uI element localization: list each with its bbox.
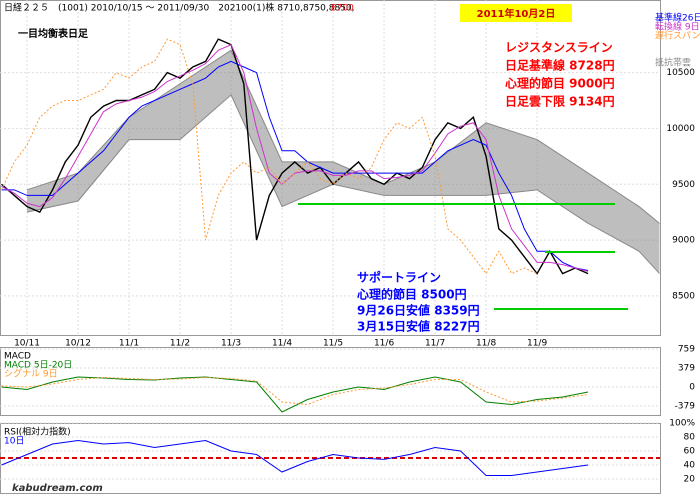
x-tick-label: 11/5 — [323, 339, 343, 349]
series-line — [1, 376, 589, 413]
series-line — [1, 38, 589, 275]
support-note: 心理的節目 8500円 — [357, 287, 467, 302]
plots: 8500 9000 9500 10000 10500 10/11 10/12 11/1 11/2… — [0, 0, 700, 485]
support-title: サポートライン — [357, 270, 441, 285]
chart-title: 一目均衡表日足 — [18, 27, 89, 40]
legend-entry: 転換線 9日 — [655, 21, 700, 33]
support-note: 9月26日安値 8359円 — [357, 303, 480, 318]
rsi-title: RSI(相対力指数) — [4, 426, 71, 438]
y-tick-label: 8500 — [672, 291, 695, 301]
y-tick-label: 60 — [684, 447, 696, 457]
header-last: 8700 — [331, 4, 354, 14]
series-line — [1, 38, 538, 275]
y-tick-label: 379 — [678, 364, 695, 374]
date-box — [460, 4, 572, 22]
y-tick-label: 759 — [678, 345, 695, 355]
header-info: 日経２２５ (1001) 2010/10/15 ～ 2011/09/30 202… — [4, 2, 355, 14]
y-tick-label: 9000 — [672, 236, 695, 246]
series-line — [1, 44, 589, 272]
date: 2011年10月2日 — [477, 7, 556, 20]
footer: kabudream.com — [12, 483, 103, 494]
macd-frame — [0, 347, 661, 416]
y-tick-label: 9500 — [672, 180, 695, 190]
legend-entry: 基準線26日 — [655, 12, 700, 24]
series-line — [1, 439, 589, 476]
y-tick-label: 20 — [684, 475, 696, 485]
x-tick-label: 11/7 — [425, 339, 445, 349]
support-note: 3月15日安値 8227円 — [357, 319, 480, 334]
x-tick-label: 10/12 — [65, 339, 91, 349]
x-tick-label: 11/6 — [374, 339, 394, 349]
x-tick-label: 11/1 — [119, 339, 139, 349]
legend-entry: シグナル 9日 — [4, 368, 58, 380]
x-tick-label: 11/9 — [527, 339, 547, 349]
x-tick-label: 11/4 — [272, 339, 292, 349]
x-tick-label: 11/2 — [170, 339, 190, 349]
legend-entry: 10日 — [4, 436, 24, 447]
cloud-fill — [27, 50, 660, 274]
y-tick-label: 10500 — [666, 68, 695, 78]
macd-title: MACD — [4, 352, 31, 362]
legend-entry: MACD 5日-20日 — [4, 360, 72, 371]
x-tick-label: 11/3 — [221, 339, 241, 349]
x-tick-label: 11/8 — [476, 339, 496, 349]
resistance-note: 日足基準線 8728円 — [505, 58, 615, 73]
y-tick-label: 100% — [669, 419, 695, 429]
cloud-edge — [26, 94, 660, 274]
x-tick-label: 10/11 — [14, 339, 40, 349]
y-tick-label: -379 — [675, 401, 696, 411]
legend-entry: 遅行スパン — [655, 30, 700, 42]
y-tick-label: 10000 — [666, 124, 695, 134]
resistance-note: 心理的節目 9000円 — [505, 76, 615, 91]
y-tick-label: 40 — [684, 461, 696, 471]
series-line — [1, 376, 589, 406]
resistance-title: レジスタンスライン — [505, 41, 613, 55]
legend-entry: 抵抗帯雲 — [655, 57, 691, 69]
series-line — [1, 60, 589, 271]
y-tick-label: 0 — [689, 383, 695, 393]
resistance-note: 日足雲下限 9134円 — [505, 94, 615, 109]
y-tick-label: 80 — [684, 433, 696, 443]
price-frame — [0, 0, 661, 336]
